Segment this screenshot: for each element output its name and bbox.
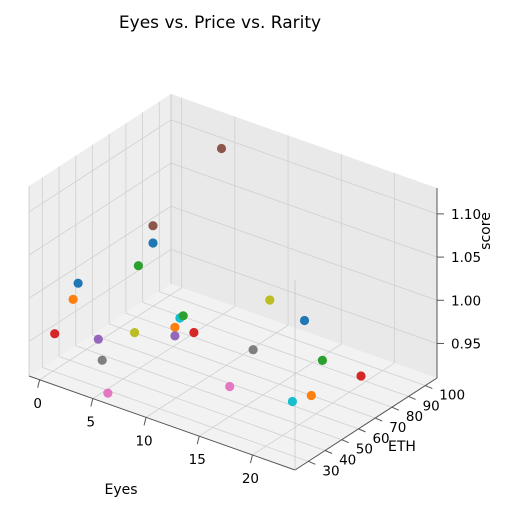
z-axis-label: score	[478, 212, 494, 250]
x-axis-label: Eyes	[104, 482, 137, 498]
data-point	[68, 294, 78, 304]
z-grid-line	[28, 162, 172, 256]
x-grid-line	[252, 362, 395, 456]
z-tick-label: 1.05	[451, 250, 481, 266]
y-tick-label: 30	[322, 463, 339, 479]
y-tick-mark	[341, 439, 349, 444]
data-point	[130, 328, 140, 338]
data-point	[50, 329, 60, 339]
y-tick-label: 60	[372, 431, 389, 447]
data-point	[299, 315, 310, 326]
x-tick-mark	[249, 454, 253, 464]
z-grid-line	[170, 249, 438, 344]
y-grid-line	[159, 291, 426, 386]
y-tick-label: 70	[389, 420, 406, 436]
z-grid-line	[170, 162, 438, 258]
z-tick-label: 1.10	[451, 207, 481, 223]
y-grid-line	[125, 312, 393, 408]
y-tick-label: 90	[423, 398, 440, 414]
data-point	[170, 331, 180, 341]
back-pane	[171, 94, 437, 378]
y-grid-line	[109, 323, 376, 419]
x-tick-label: 10	[135, 433, 152, 449]
y-grid-line	[42, 366, 309, 462]
z-grid-line	[28, 119, 172, 213]
z-grid-line	[28, 249, 172, 342]
x-tick-mark	[196, 436, 200, 445]
x-grid-line	[39, 287, 182, 381]
y-axis-label: ETH	[388, 439, 416, 455]
data-point	[287, 396, 297, 407]
y-tick-mark	[391, 406, 400, 411]
data-point	[306, 390, 316, 401]
z-tick-label: 1.00	[451, 293, 481, 309]
y-tick-mark	[358, 428, 366, 433]
data-point	[103, 388, 113, 398]
x-tick-label: 5	[87, 415, 96, 431]
y-tick-mark	[408, 395, 416, 400]
y-tick-mark	[374, 417, 383, 422]
data-point	[148, 238, 158, 248]
left-pane	[29, 94, 171, 376]
x-grid-line	[199, 343, 342, 437]
z-grid-line	[170, 205, 438, 301]
data-points	[50, 143, 366, 407]
x-tick-label: 15	[189, 452, 206, 468]
z-grid-line	[170, 119, 438, 215]
data-point	[133, 261, 143, 271]
y-tick-label: 100	[439, 388, 465, 404]
x-tick-label: 20	[242, 471, 259, 487]
data-point	[317, 355, 327, 365]
y-axis-line	[294, 377, 438, 471]
data-point	[248, 345, 258, 355]
z-grid-line	[28, 205, 172, 299]
data-point	[356, 371, 366, 381]
x-tick-mark	[143, 417, 147, 426]
data-point	[148, 221, 158, 231]
data-point	[170, 322, 180, 332]
axis-lines	[28, 94, 444, 471]
data-point	[189, 327, 199, 338]
chart-title: Eyes vs. Price vs. Rarity	[119, 13, 321, 33]
x-tick-label: 0	[33, 396, 42, 412]
x-grid-line	[92, 306, 236, 399]
data-point	[97, 355, 107, 365]
x-tick-mark	[37, 379, 41, 388]
y-tick-mark	[308, 460, 316, 465]
y-tick-mark	[324, 450, 333, 454]
y-tick-mark	[425, 385, 433, 390]
y-grid-line	[92, 334, 359, 430]
x-grid-line	[145, 325, 289, 418]
y-tick-label: 50	[356, 442, 373, 458]
data-point	[216, 143, 227, 154]
z-tick-label: 0.95	[451, 336, 481, 352]
y-tick-label: 40	[339, 453, 356, 469]
y-grid-line	[58, 356, 326, 451]
data-point	[265, 295, 275, 305]
y-tick-label: 80	[406, 409, 423, 425]
data-point	[225, 381, 235, 392]
data-point	[93, 334, 103, 344]
x-axis-line	[28, 375, 296, 471]
x-tick-mark	[90, 398, 94, 407]
grid-lines	[28, 97, 438, 462]
data-point	[73, 278, 83, 288]
y-grid-line	[75, 345, 342, 441]
data-point	[178, 311, 188, 321]
